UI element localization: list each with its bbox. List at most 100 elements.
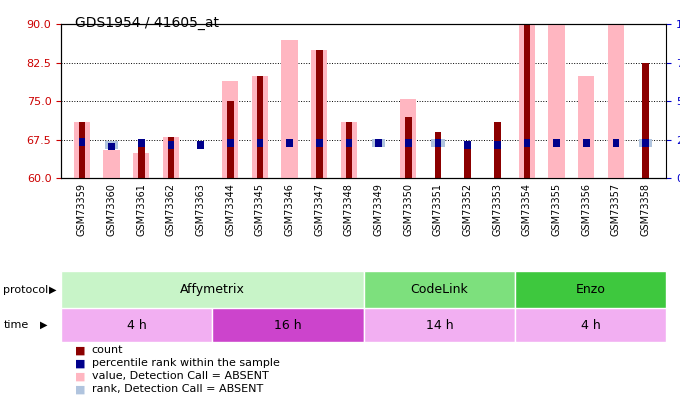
Bar [643, 63, 649, 178]
Bar [138, 139, 145, 147]
Text: GSM73349: GSM73349 [373, 183, 384, 236]
Bar [345, 122, 352, 178]
Text: CodeLink: CodeLink [411, 283, 469, 296]
Text: GSM73348: GSM73348 [344, 183, 354, 236]
Bar [168, 141, 174, 149]
Bar [364, 271, 515, 308]
Text: GSM73347: GSM73347 [314, 183, 324, 236]
Bar [165, 143, 177, 150]
Bar [75, 139, 88, 147]
Text: 14 h: 14 h [426, 318, 454, 332]
Text: GSM73344: GSM73344 [225, 183, 235, 236]
Bar [197, 141, 204, 149]
Bar [375, 139, 382, 147]
Text: protocol: protocol [3, 285, 49, 294]
Text: ■: ■ [75, 371, 85, 381]
Bar [316, 50, 322, 178]
Bar [79, 122, 85, 178]
Bar [286, 139, 293, 147]
Bar [609, 139, 623, 147]
Bar [227, 139, 233, 147]
Bar [257, 139, 263, 147]
Bar [554, 139, 560, 147]
Bar [222, 81, 239, 178]
Bar [608, 19, 624, 178]
Text: GSM73362: GSM73362 [166, 183, 176, 236]
Bar [227, 101, 233, 178]
Bar [405, 139, 411, 147]
Bar [168, 137, 174, 178]
Bar [311, 50, 328, 178]
Text: GSM73363: GSM73363 [196, 183, 205, 236]
Bar [494, 141, 500, 149]
Bar [133, 153, 150, 178]
Text: GSM73354: GSM73354 [522, 183, 532, 236]
Text: ■: ■ [75, 345, 85, 355]
Text: time: time [3, 320, 29, 330]
Bar [578, 76, 594, 178]
Bar [341, 122, 357, 178]
Text: Enzo: Enzo [576, 283, 606, 296]
Text: GSM73358: GSM73358 [641, 183, 651, 236]
Text: GSM73355: GSM73355 [551, 183, 562, 236]
Text: GSM73360: GSM73360 [107, 183, 117, 236]
Bar [464, 141, 471, 149]
Bar [515, 308, 666, 342]
Bar [316, 139, 322, 147]
Bar [257, 76, 263, 178]
Text: percentile rank within the sample: percentile rank within the sample [92, 358, 279, 368]
Text: GSM73359: GSM73359 [77, 183, 87, 236]
Text: GSM73350: GSM73350 [403, 183, 413, 236]
Bar [639, 139, 652, 147]
Text: GSM73357: GSM73357 [611, 183, 621, 236]
Bar [163, 137, 179, 178]
Text: count: count [92, 345, 123, 355]
Bar [61, 271, 364, 308]
Bar [519, 24, 535, 178]
Bar [253, 139, 267, 147]
Bar [342, 139, 356, 147]
Bar [138, 140, 145, 178]
Text: GSM73346: GSM73346 [285, 183, 294, 236]
Bar [103, 150, 120, 178]
Bar [364, 308, 515, 342]
Bar [405, 117, 411, 178]
Text: 4 h: 4 h [581, 318, 600, 332]
Text: GDS1954 / 41605_at: GDS1954 / 41605_at [75, 16, 219, 30]
Text: ■: ■ [75, 384, 85, 394]
Bar [524, 139, 530, 147]
Text: GSM73345: GSM73345 [255, 183, 265, 236]
Bar [283, 139, 296, 147]
Bar [252, 76, 268, 178]
Text: 4 h: 4 h [127, 318, 147, 332]
Bar [435, 132, 441, 178]
Bar [613, 139, 619, 147]
Bar [212, 308, 364, 342]
Bar [372, 139, 386, 147]
Bar [643, 139, 649, 147]
Bar [61, 308, 212, 342]
Bar [105, 141, 118, 149]
Text: 16 h: 16 h [274, 318, 302, 332]
Text: GSM73352: GSM73352 [462, 183, 473, 236]
Bar [550, 139, 563, 147]
Bar [524, 24, 530, 178]
Bar [79, 139, 85, 146]
Bar [583, 139, 590, 147]
Text: ■: ■ [75, 358, 85, 368]
Text: GSM73351: GSM73351 [433, 183, 443, 236]
Bar [313, 139, 326, 147]
Bar [435, 139, 441, 147]
Text: GSM73361: GSM73361 [136, 183, 146, 236]
Bar [282, 40, 298, 178]
Bar [345, 139, 352, 147]
Text: GSM73356: GSM73356 [581, 183, 592, 236]
Text: ▶: ▶ [40, 320, 48, 330]
Bar [464, 145, 471, 178]
Bar [400, 99, 416, 178]
Text: value, Detection Call = ABSENT: value, Detection Call = ABSENT [92, 371, 269, 381]
Bar [224, 139, 237, 147]
Bar [431, 139, 445, 147]
Bar [549, 19, 565, 178]
Bar [494, 122, 500, 178]
